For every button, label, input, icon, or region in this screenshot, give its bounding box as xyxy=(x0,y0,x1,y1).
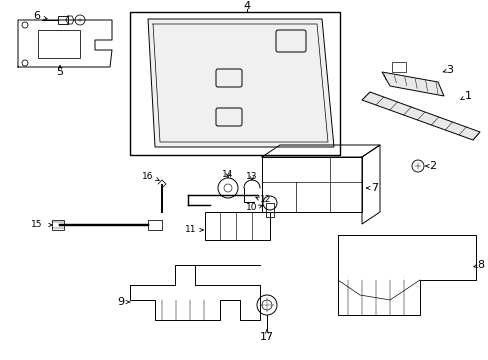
Bar xyxy=(58,16,68,24)
FancyBboxPatch shape xyxy=(216,69,242,87)
Bar xyxy=(265,203,273,217)
Text: 1: 1 xyxy=(464,91,470,101)
Text: 10: 10 xyxy=(246,203,257,212)
Polygon shape xyxy=(361,92,479,140)
Text: 11: 11 xyxy=(184,225,196,234)
Text: 14: 14 xyxy=(222,171,233,180)
Polygon shape xyxy=(381,72,443,96)
Text: 4: 4 xyxy=(243,1,250,11)
Text: 15: 15 xyxy=(30,220,42,230)
Text: 3: 3 xyxy=(446,65,452,75)
Polygon shape xyxy=(148,19,333,147)
Text: 13: 13 xyxy=(246,172,257,181)
Bar xyxy=(391,62,405,72)
Bar xyxy=(204,212,269,240)
Text: 16: 16 xyxy=(142,172,153,181)
Bar xyxy=(130,12,339,155)
Text: 5: 5 xyxy=(57,67,63,77)
Bar xyxy=(148,220,162,230)
Bar xyxy=(38,30,80,58)
Text: 17: 17 xyxy=(260,332,273,342)
Bar xyxy=(52,220,64,230)
FancyBboxPatch shape xyxy=(275,30,305,52)
Text: 8: 8 xyxy=(476,260,484,270)
Text: 12: 12 xyxy=(260,195,271,204)
FancyBboxPatch shape xyxy=(216,108,242,126)
Text: 2: 2 xyxy=(428,161,436,171)
Text: 7: 7 xyxy=(371,183,378,193)
Bar xyxy=(262,157,361,212)
Text: 6: 6 xyxy=(34,11,41,21)
Text: 9: 9 xyxy=(117,297,124,307)
